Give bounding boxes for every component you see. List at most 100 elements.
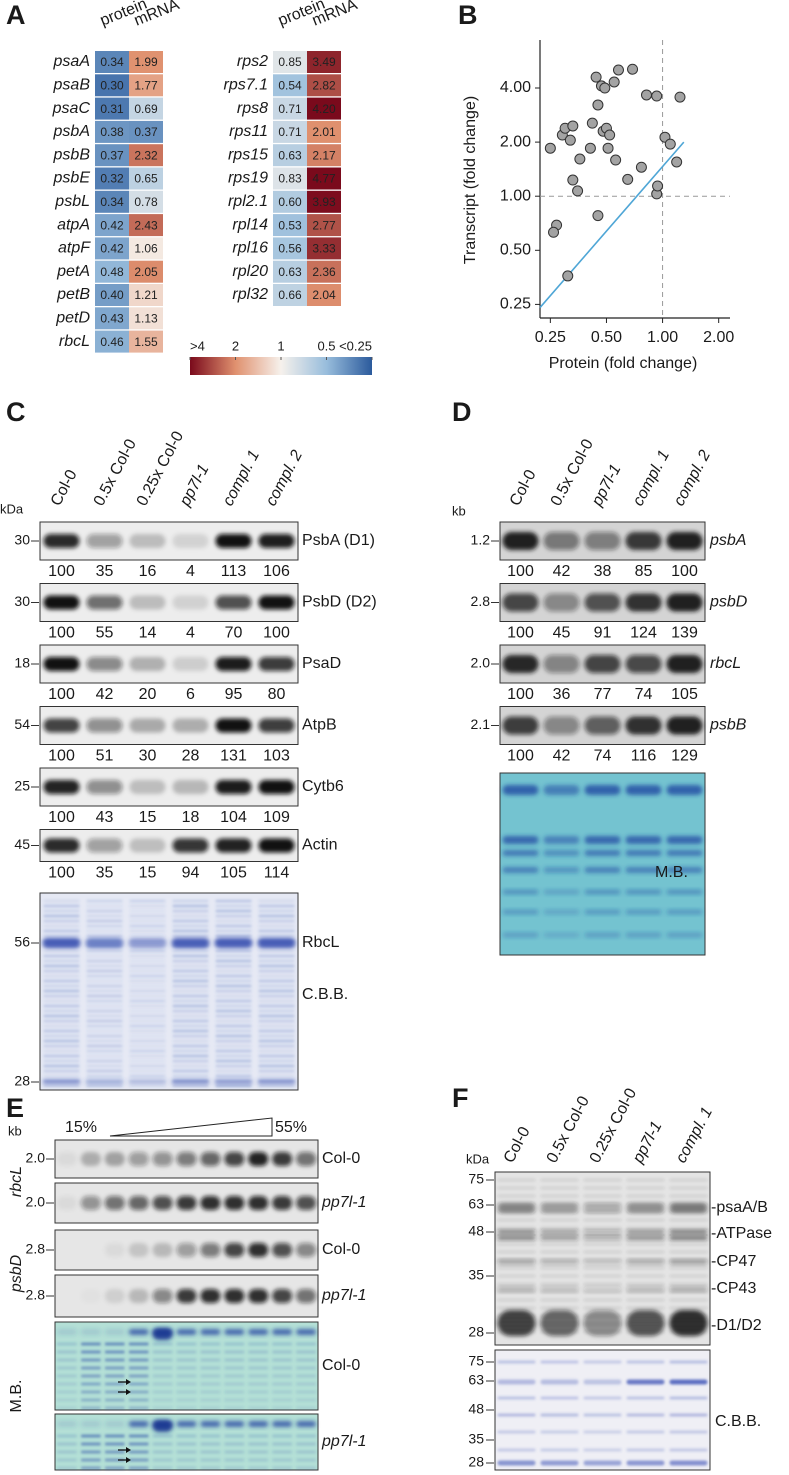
marker-label: 48 — [468, 1401, 484, 1417]
band — [224, 1289, 245, 1303]
stain-band — [80, 1358, 101, 1362]
stain-band — [272, 1458, 293, 1462]
stain-band — [296, 1329, 317, 1335]
arrow-head — [126, 1389, 131, 1395]
cell-label: 0.34 — [100, 55, 124, 69]
stain-band — [152, 1366, 173, 1370]
band — [497, 1194, 536, 1198]
band — [43, 718, 80, 733]
band — [86, 657, 123, 671]
stain-band — [129, 904, 166, 908]
band — [626, 1330, 665, 1334]
stain-band — [43, 1084, 80, 1088]
band — [584, 716, 621, 735]
stain-label: RbcL — [302, 934, 339, 951]
stain-band — [129, 899, 166, 903]
stain-band — [86, 984, 123, 988]
y-tick-label: 2.00 — [500, 133, 531, 150]
heatmap-cell — [129, 307, 163, 330]
band — [583, 1234, 622, 1238]
stain-band — [214, 1079, 253, 1085]
band — [583, 1314, 622, 1318]
data-point — [674, 91, 686, 103]
stain-band — [540, 1360, 579, 1364]
stain-band — [86, 1054, 123, 1058]
cell-label: 0.54 — [278, 78, 302, 92]
stain-band — [128, 1398, 149, 1402]
band — [497, 1306, 536, 1310]
stain-band — [43, 959, 80, 963]
band — [172, 534, 209, 548]
quantification: 51 — [96, 748, 114, 765]
data-point — [592, 210, 604, 222]
band — [497, 1286, 536, 1292]
stain-band — [258, 994, 295, 998]
band — [583, 1330, 622, 1334]
cell-label: 3.49 — [312, 55, 336, 69]
stain-band — [215, 899, 252, 903]
stain-band — [86, 899, 123, 903]
stain-band — [43, 909, 80, 913]
band — [43, 595, 80, 610]
stain-band — [625, 889, 662, 895]
heatmap-cell — [95, 307, 129, 330]
stain-band — [296, 1406, 317, 1410]
stain-band — [43, 1069, 80, 1073]
band — [540, 1202, 579, 1206]
band — [248, 1196, 269, 1210]
stain-band — [80, 1366, 101, 1370]
stain-band — [583, 1379, 622, 1385]
stain-band — [128, 1329, 149, 1335]
stain-band — [669, 1396, 708, 1400]
marker-label: 18 — [14, 655, 30, 671]
band — [43, 657, 80, 671]
stain-band — [176, 1406, 197, 1410]
group-label: M.B. — [8, 1380, 25, 1413]
stain-band — [215, 904, 252, 908]
arrow-head — [126, 1379, 131, 1385]
y-tick-label: 0.25 — [500, 296, 531, 313]
band — [583, 1202, 622, 1206]
band — [540, 1314, 579, 1318]
stain-band — [258, 1019, 295, 1023]
lane-label: Col-0 — [48, 467, 81, 509]
stain-band — [86, 1034, 123, 1038]
stain-band — [215, 1014, 252, 1018]
data-point — [671, 156, 683, 168]
heatmap-cell — [129, 284, 163, 306]
stain-band — [224, 1450, 245, 1454]
stain-band — [43, 974, 80, 978]
band — [583, 1298, 622, 1302]
quantification: 114 — [264, 865, 290, 882]
stain-band — [215, 1009, 252, 1013]
stain-band — [104, 1458, 125, 1462]
stain-band — [258, 1059, 295, 1063]
data-point — [567, 120, 579, 132]
stain-band — [86, 914, 123, 918]
quantification: 129 — [671, 748, 698, 765]
band — [583, 1266, 622, 1270]
band — [258, 838, 295, 853]
band — [540, 1286, 579, 1292]
stain-band — [502, 932, 539, 938]
stain-band — [543, 785, 580, 795]
heatmap-cell — [307, 284, 341, 306]
stain-band — [224, 1398, 245, 1402]
stain-band — [104, 1442, 125, 1446]
band — [224, 1243, 245, 1257]
stain-band — [215, 1024, 252, 1028]
row-label: Col-0 — [322, 1357, 360, 1374]
stain-band — [626, 1448, 665, 1452]
stain-band — [152, 1398, 173, 1402]
band-label: -ATPase — [711, 1225, 772, 1242]
data-point — [622, 173, 634, 185]
stain-band — [584, 867, 621, 873]
band — [540, 1210, 579, 1214]
band — [584, 655, 621, 673]
gene-label: rpl20 — [232, 263, 268, 280]
gene-label: rps11 — [229, 123, 268, 140]
stain-band — [171, 1079, 210, 1085]
stain-band — [80, 1450, 101, 1454]
band — [224, 1152, 245, 1166]
gradient-wedge — [109, 1117, 273, 1137]
